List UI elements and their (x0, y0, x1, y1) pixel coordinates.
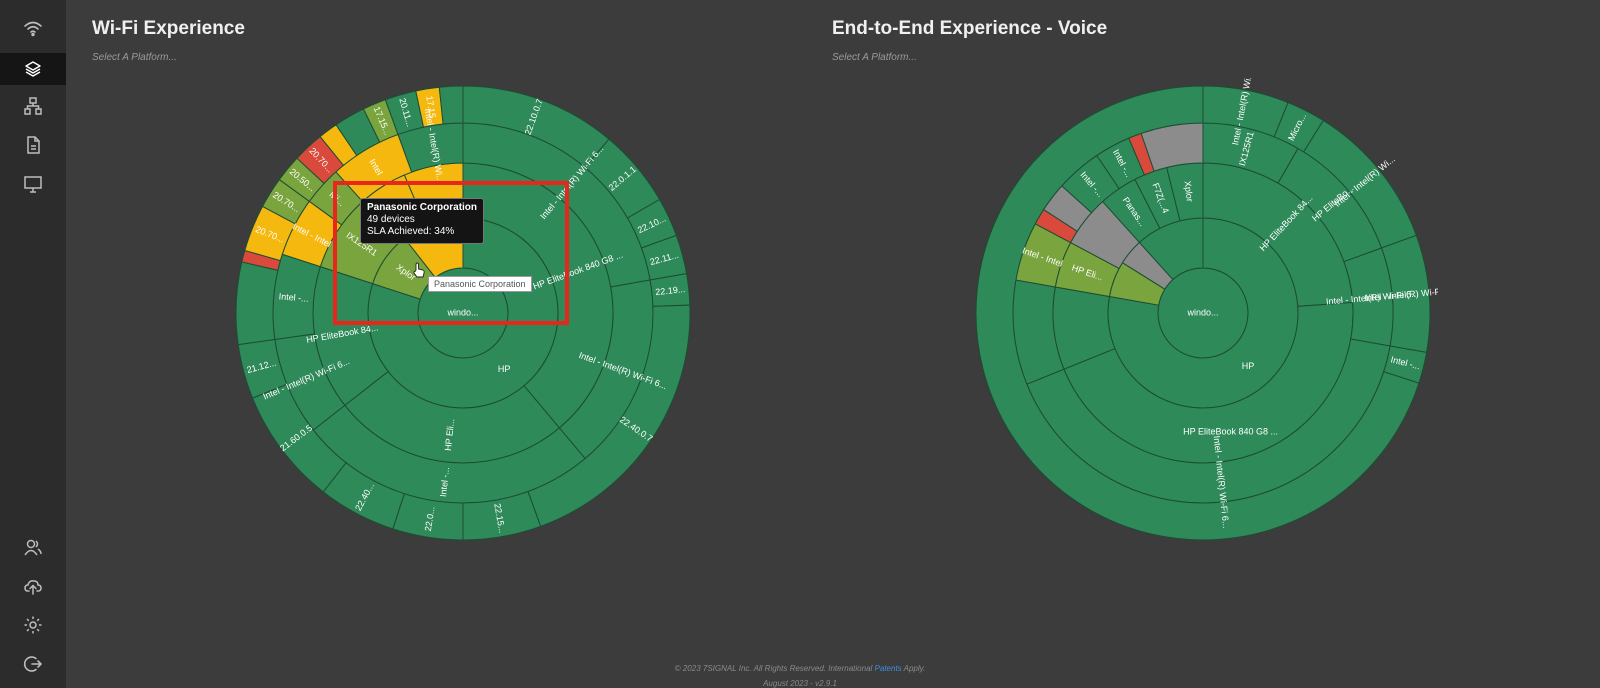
sunburst-label: Xplor (1182, 180, 1194, 202)
sunburst-label: HP (498, 364, 511, 374)
footer-copyright: © 2023 7SIGNAL Inc. All Rights Reserved.… (0, 664, 1600, 673)
sunburst-label: Intel -... (278, 291, 309, 304)
hover-label: Panasonic Corporation (428, 276, 532, 292)
chart-tooltip: Panasonic Corporation 49 devices SLA Ach… (360, 198, 484, 244)
sunburst-label: 22.0... (423, 506, 437, 532)
sunburst-label: Intel -... (438, 467, 451, 498)
sunburst-label: windo... (1186, 307, 1218, 317)
sunburst-label: 22.19... (655, 284, 686, 297)
tooltip-title: Panasonic Corporation (367, 202, 478, 213)
sidebar (0, 0, 66, 688)
wifi-icon (24, 21, 42, 37)
nav-logout[interactable] (0, 648, 66, 680)
copyright-text: © 2023 7SIGNAL Inc. All Rights Reserved.… (674, 664, 873, 673)
apply-text: Apply. (903, 664, 926, 673)
tooltip-devices: 49 devices (367, 214, 415, 225)
hand-cursor-icon (413, 262, 425, 278)
settings-icon (24, 616, 42, 634)
sunburst-segment[interactable] (438, 85, 464, 125)
nav-monitor[interactable] (0, 168, 66, 200)
footer-version: August 2023 - v2.9.1 (763, 679, 837, 688)
logout-icon (23, 656, 43, 672)
sunburst-label: windo... (446, 307, 478, 317)
sunburst-segment[interactable] (235, 261, 279, 346)
nav-layers[interactable] (0, 53, 66, 85)
monitor-icon (24, 176, 42, 193)
nav-hierarchy[interactable] (0, 90, 66, 122)
nav-upload[interactable] (0, 570, 66, 602)
patents-link[interactable]: Patents (874, 664, 902, 673)
hierarchy-icon (24, 97, 42, 115)
sunburst-label: HP EliteBook 840 G8 ... (1183, 427, 1278, 437)
layers-icon (25, 61, 41, 77)
sunburst-label: HP Eli... (443, 418, 456, 451)
voice-experience-title: End-to-End Experience - Voice (832, 18, 1108, 39)
wifi-experience-title: Wi-Fi Experience (92, 18, 245, 39)
highlight-box (333, 181, 569, 325)
nav-wifi[interactable] (0, 12, 66, 44)
nav-users[interactable] (0, 531, 66, 563)
users-icon (24, 539, 42, 556)
nav-settings[interactable] (0, 609, 66, 641)
document-icon (27, 136, 40, 154)
nav-reports[interactable] (0, 129, 66, 161)
voice-platform-select[interactable]: Select A Platform... (832, 52, 917, 63)
cloud-upload-icon (24, 580, 42, 595)
wifi-platform-select[interactable]: Select A Platform... (92, 52, 177, 63)
sunburst-label: 17.15 (424, 95, 437, 119)
sunburst-label: HP (1242, 361, 1255, 371)
sunburst-segment[interactable] (975, 85, 1420, 541)
tooltip-sla: SLA Achieved: 34% (367, 226, 455, 237)
